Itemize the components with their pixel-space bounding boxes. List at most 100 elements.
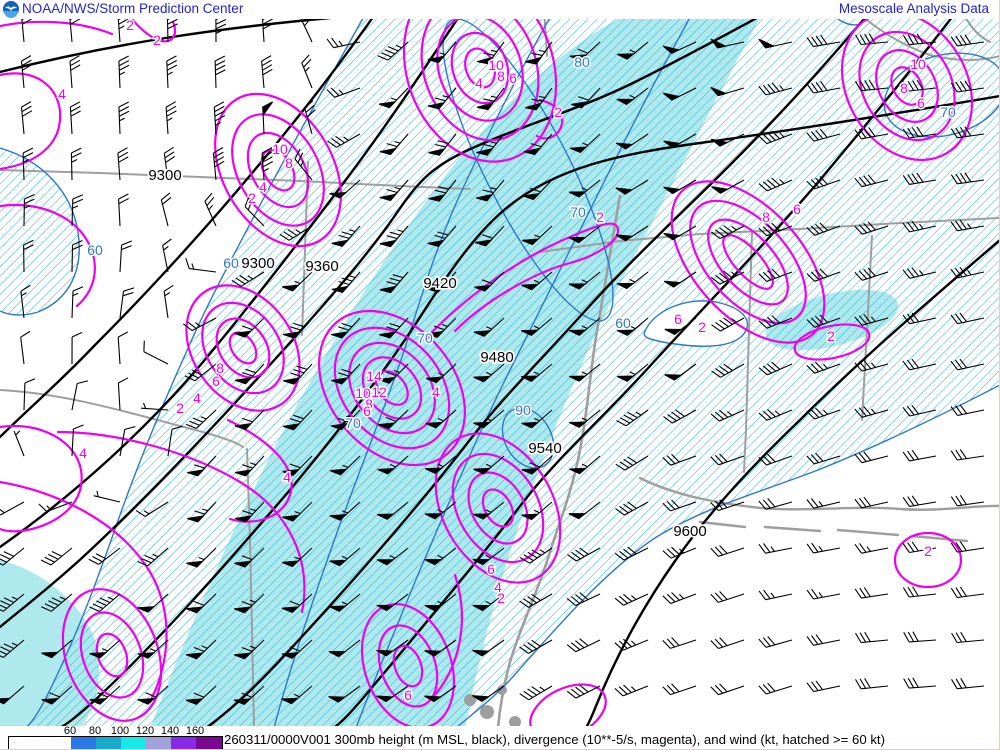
wind-barb-flag bbox=[281, 560, 300, 568]
wind-barb-flag bbox=[376, 649, 395, 657]
wind-barb-flag bbox=[185, 698, 204, 705]
isotach-label: 60 bbox=[87, 242, 103, 258]
wind-barb bbox=[614, 593, 649, 606]
height-contour-label: 9540 bbox=[528, 440, 561, 457]
wind-barb bbox=[566, 638, 601, 653]
wind-barb-flag bbox=[525, 56, 543, 65]
wind-barb bbox=[758, 222, 793, 237]
divergence-ring bbox=[434, 432, 562, 584]
divergence-label: 2 bbox=[497, 590, 505, 606]
legend-tick: 140 bbox=[160, 725, 180, 737]
divergence-ring bbox=[215, 317, 271, 379]
wind-barb bbox=[902, 126, 937, 139]
divergence-label: 14 bbox=[366, 368, 382, 384]
divergence-label: 10 bbox=[910, 56, 926, 72]
wind-barb bbox=[902, 449, 937, 462]
wind-barb bbox=[854, 174, 889, 188]
wind-barb-flag bbox=[378, 422, 396, 430]
wind-barb-flag bbox=[758, 38, 776, 49]
wind-barb bbox=[261, 55, 273, 89]
divergence-ring bbox=[214, 92, 342, 248]
divergence-label: 4 bbox=[475, 75, 483, 91]
wind-barb-flag bbox=[615, 142, 634, 150]
wind-barb bbox=[950, 358, 985, 371]
wind-barb-flag bbox=[424, 604, 443, 612]
wind-barb-flag bbox=[522, 192, 541, 201]
divergence-ring bbox=[333, 326, 451, 450]
wind-barb-flag bbox=[711, 186, 730, 194]
wind-barb-flag bbox=[331, 377, 349, 385]
wind-barb bbox=[710, 591, 745, 603]
wind-barb-flag bbox=[521, 468, 540, 475]
wind-barb bbox=[950, 312, 985, 325]
wind-barb-flag bbox=[137, 698, 156, 705]
wind-barb-flag bbox=[262, 101, 274, 117]
divergence-ring bbox=[451, 452, 545, 564]
wind-barb-flag bbox=[569, 54, 588, 61]
wind-barb-flag bbox=[376, 513, 395, 520]
wind-barb bbox=[855, 631, 889, 644]
wind-barb bbox=[20, 284, 31, 319]
wind-barb bbox=[519, 593, 553, 608]
divergence-label: 8 bbox=[216, 360, 224, 376]
header-right-title: Mesoscale Analysis Data bbox=[838, 1, 989, 16]
legend-cell bbox=[9, 737, 71, 749]
wind-barb bbox=[854, 267, 889, 281]
legend-tick: 80 bbox=[88, 725, 102, 737]
wind-barb-flag bbox=[525, 102, 543, 111]
wind-barb bbox=[806, 680, 841, 693]
wind-barb bbox=[135, 501, 169, 517]
wind-barb-flag bbox=[425, 376, 444, 384]
wind-barb-flag bbox=[473, 375, 492, 383]
wind-barb bbox=[117, 331, 129, 365]
wind-barb-flag bbox=[328, 696, 347, 703]
divergence-label: 8 bbox=[497, 68, 505, 84]
bottom-bar: 60 80 100 120 140 160 260311/0000V001 300mb h… bbox=[0, 725, 999, 749]
wind-barb bbox=[855, 33, 889, 46]
wind-barb bbox=[301, 54, 313, 89]
wind-barb-flag bbox=[282, 284, 300, 292]
wind-barb bbox=[71, 380, 89, 411]
divergence-label: 2 bbox=[698, 319, 706, 335]
isotach-label: 80 bbox=[574, 54, 590, 70]
wind-barb bbox=[137, 547, 169, 567]
wind-barb bbox=[854, 543, 889, 554]
wind-barb-flag bbox=[472, 649, 491, 657]
wind-barb-flag bbox=[234, 377, 253, 385]
wind-barb bbox=[950, 586, 985, 599]
wind-barb bbox=[0, 593, 25, 612]
wind-barb bbox=[758, 82, 793, 96]
wind-barb bbox=[806, 314, 841, 328]
wind-barb bbox=[710, 499, 745, 512]
wind-barb bbox=[950, 172, 985, 185]
divergence-ring bbox=[890, 66, 924, 106]
divergence-label: 4 bbox=[432, 384, 440, 400]
wind-barb-flag bbox=[329, 559, 348, 567]
wind-barb bbox=[294, 148, 313, 181]
wind-barb bbox=[902, 541, 937, 554]
wind-barb bbox=[902, 79, 937, 92]
wind-barb bbox=[566, 684, 601, 699]
isotach-label: 60 bbox=[223, 255, 239, 271]
wind-barb-flag bbox=[616, 282, 635, 290]
wind-barb-flag bbox=[282, 514, 301, 522]
wind-barb bbox=[806, 128, 841, 142]
wind-barb bbox=[758, 268, 793, 283]
divergence-label: 2 bbox=[596, 209, 604, 225]
wind-barb-flag bbox=[472, 604, 491, 612]
divergence-ring bbox=[402, 0, 558, 163]
wind-barb bbox=[806, 176, 841, 190]
legend-tick: 100 bbox=[110, 725, 130, 737]
wind-barb-flag bbox=[475, 239, 493, 247]
divergence-label: 2 bbox=[827, 328, 835, 344]
wind-barb-flag bbox=[615, 234, 634, 242]
wind-barb-flag bbox=[41, 698, 60, 705]
wind-barb bbox=[118, 101, 130, 135]
divergence-label: 4 bbox=[193, 390, 201, 406]
wind-barb bbox=[806, 81, 841, 94]
wind-barb bbox=[0, 639, 25, 658]
wind-barb bbox=[950, 34, 985, 47]
wind-barb-flag bbox=[428, 193, 446, 202]
wind-barbs bbox=[0, 8, 985, 706]
wind-barb bbox=[117, 147, 129, 181]
